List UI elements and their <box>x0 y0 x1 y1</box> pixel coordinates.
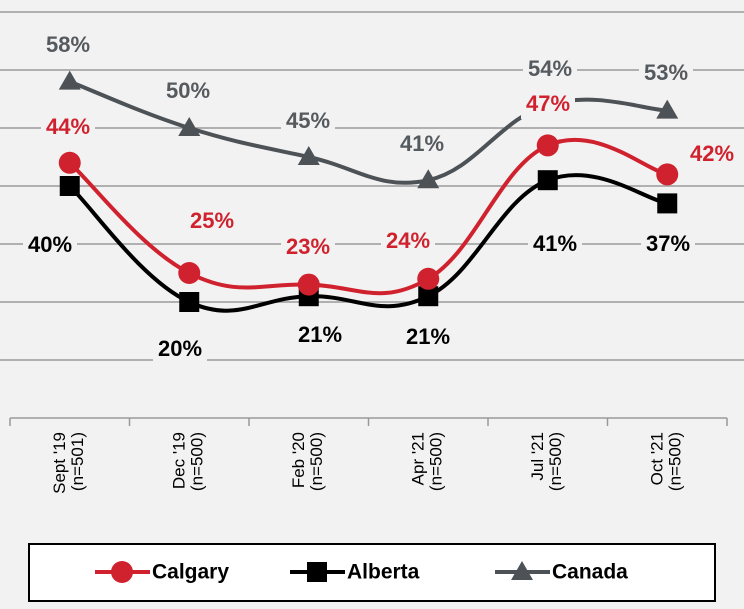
marker <box>179 292 200 312</box>
x-tick-label-line: (n=500) <box>188 432 207 491</box>
label-background <box>523 56 577 84</box>
label-background <box>161 78 215 106</box>
data-label: 53% <box>644 60 688 85</box>
data-label: 37% <box>646 231 690 256</box>
data-label: 41% <box>400 131 444 156</box>
x-tick-label: Apr '21(n=500) <box>409 432 446 491</box>
legend-item: Alberta <box>290 561 420 584</box>
x-tick-label: Oct '21(n=500) <box>648 432 685 491</box>
x-tick-label-line: (n=501) <box>68 432 87 491</box>
label-background <box>281 234 335 262</box>
data-label: 40% <box>28 232 72 257</box>
x-tick-label-line: Jul '21 <box>528 432 547 481</box>
legend-item: Canada <box>495 561 628 584</box>
data-label: 45% <box>286 108 330 133</box>
label-background <box>641 231 695 259</box>
label-background <box>41 114 95 142</box>
x-tick-label-line: Sept '19 <box>50 432 69 494</box>
legend-label: Canada <box>552 561 628 584</box>
x-tick-label-line: (n=500) <box>546 432 565 491</box>
marker <box>297 146 320 165</box>
x-tick-label: Jul '21(n=500) <box>528 432 565 491</box>
x-tick-label-line: Feb '20 <box>289 432 308 488</box>
data-label: 41% <box>533 231 577 256</box>
label-background <box>395 131 449 159</box>
x-tick-label-line: (n=500) <box>427 432 446 491</box>
x-tick-label: Feb '20(n=500) <box>289 432 326 491</box>
legend-label: Alberta <box>347 561 420 584</box>
data-label: 25% <box>190 208 234 233</box>
marker <box>111 561 133 583</box>
x-tick-label-line: (n=500) <box>307 432 326 491</box>
x-tick-label-line: (n=500) <box>666 432 685 491</box>
marker <box>297 273 320 296</box>
marker <box>417 169 440 189</box>
marker <box>656 163 679 186</box>
label-background <box>381 228 435 256</box>
marker <box>417 267 440 290</box>
marker <box>307 562 327 582</box>
label-background <box>281 108 335 136</box>
data-label: 47% <box>526 91 570 116</box>
x-tick-label: Dec '19(n=500) <box>170 432 207 491</box>
label-background <box>153 336 207 364</box>
legend-item: Calgary <box>95 561 229 584</box>
data-label: 54% <box>528 56 572 81</box>
marker <box>58 151 81 174</box>
x-tick-label-line: Dec '19 <box>170 432 189 489</box>
data-label: 21% <box>298 322 342 347</box>
marker <box>657 193 678 214</box>
label-background <box>521 91 575 119</box>
data-label: 21% <box>406 324 450 349</box>
label-background <box>23 232 77 260</box>
marker <box>58 70 81 90</box>
x-tick-label-line: Apr '21 <box>409 432 428 485</box>
marker <box>178 117 201 136</box>
data-label: 58% <box>46 32 90 57</box>
marker <box>418 286 439 307</box>
label-background <box>401 324 455 352</box>
data-label: 20% <box>158 336 202 361</box>
data-label: 23% <box>286 234 330 259</box>
label-background <box>639 60 693 88</box>
marker <box>178 262 201 284</box>
data-label: 50% <box>166 78 210 103</box>
data-label: 24% <box>386 228 430 253</box>
label-background <box>685 141 739 169</box>
marker <box>59 176 80 196</box>
marker <box>511 561 533 580</box>
marker <box>537 170 558 191</box>
data-label: 42% <box>690 141 734 166</box>
label-background <box>528 231 582 259</box>
label-background <box>41 32 95 60</box>
x-tick-label-line: Oct '21 <box>648 432 667 485</box>
x-tick-label: Sept '19(n=501) <box>50 432 87 494</box>
data-label: 44% <box>46 114 90 139</box>
marker <box>536 134 559 157</box>
legend-label: Calgary <box>152 561 229 584</box>
label-background <box>293 322 347 350</box>
marker <box>656 99 679 119</box>
label-background <box>185 208 239 236</box>
